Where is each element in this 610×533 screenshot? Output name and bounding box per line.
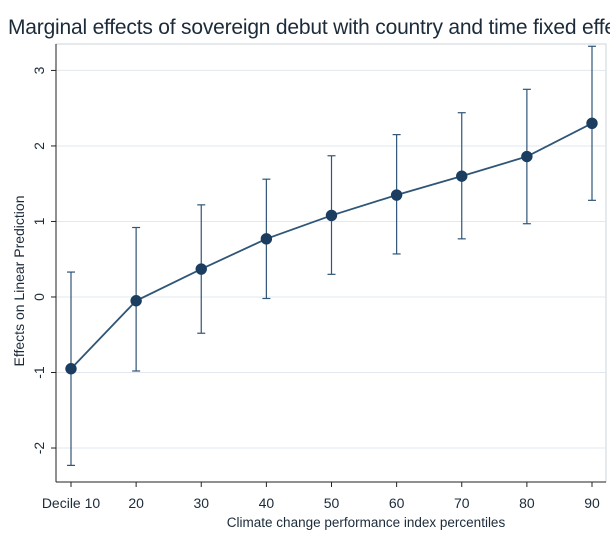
data-point (521, 150, 533, 163)
x-tick-label: 50 (324, 495, 340, 511)
data-point (260, 233, 273, 245)
x-axis-title: Climate change performance index percent… (227, 515, 506, 530)
x-tick-label: Decile 10 (42, 495, 101, 511)
y-tick-label: 2 (31, 142, 47, 150)
data-point (195, 263, 207, 275)
data-point (456, 170, 468, 182)
y-tick-label: -1 (31, 366, 47, 379)
data-point (65, 363, 77, 375)
x-tick-label: 40 (259, 495, 275, 511)
x-tick-label: 80 (519, 495, 535, 511)
data-point (390, 189, 403, 201)
data-point (130, 295, 142, 307)
data-point (586, 117, 598, 129)
y-tick-label: 1 (31, 217, 47, 225)
y-axis-title: Effects on Linear Prediction (11, 196, 27, 367)
x-tick-label: 70 (454, 495, 470, 511)
x-tick-label: 20 (128, 495, 144, 511)
x-tick-label: 60 (389, 495, 405, 511)
y-tick-label: 3 (31, 66, 47, 74)
chart-title: Marginal effects of sovereign debut with… (8, 16, 610, 39)
x-tick-label: 90 (584, 495, 600, 511)
data-point (325, 209, 338, 222)
y-tick-label: -2 (31, 442, 47, 455)
y-tick-label: 0 (31, 293, 47, 301)
x-tick-label: 30 (193, 495, 209, 511)
